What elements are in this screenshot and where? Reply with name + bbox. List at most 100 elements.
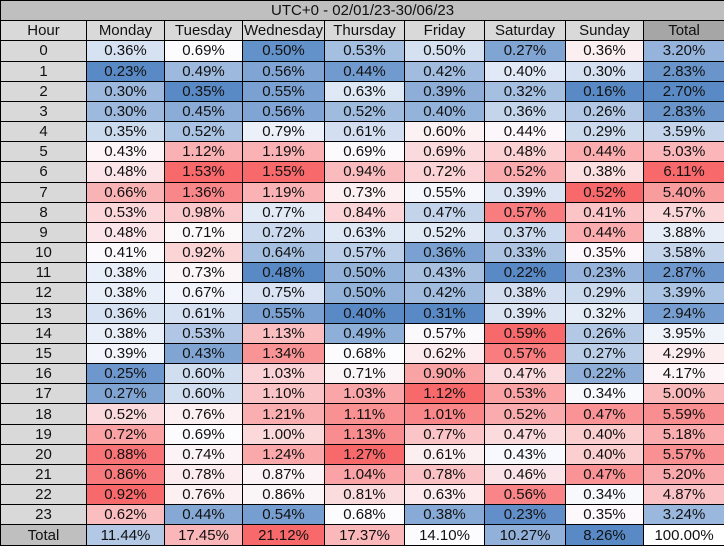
heat-cell: 0.66%: [86, 181, 165, 203]
heat-cell: 0.34%: [565, 383, 644, 405]
heat-cell: 0.56%: [242, 100, 325, 123]
heat-cell: 0.44%: [484, 121, 566, 143]
heat-cell: 1.01%: [404, 403, 485, 425]
heat-cell: 0.48%: [484, 141, 566, 163]
heat-cell: 0.35%: [164, 80, 243, 102]
total-label: Total: [0, 524, 87, 546]
table-title: UTC+0 - 02/01/23-30/06/23: [0, 0, 724, 22]
heat-cell: 0.62%: [86, 504, 165, 526]
heat-cell: 0.36%: [565, 40, 644, 62]
row-total-cell: 2.83%: [642, 60, 724, 82]
heat-cell: 0.68%: [324, 504, 405, 526]
heat-cell: 1.34%: [242, 342, 325, 365]
heat-cell: 0.53%: [484, 383, 566, 405]
heat-cell: 0.69%: [324, 141, 405, 163]
heat-cell: 0.64%: [242, 242, 325, 264]
data-row: 5 0.43% 1.12% 1.19% 0.69% 0.69% 0.48% 0.44% 5.03…: [0, 141, 724, 163]
heat-cell: 1.12%: [164, 141, 243, 163]
hour-label: 7: [0, 181, 87, 203]
heat-cell: 1.13%: [324, 423, 405, 445]
row-total-cell: 3.95%: [642, 322, 724, 344]
heat-cell: 0.56%: [242, 60, 325, 82]
total-cell: 21.12%: [242, 524, 325, 546]
heat-cell: 1.00%: [242, 423, 325, 445]
heat-cell: 0.30%: [86, 100, 165, 123]
heat-cell: 1.36%: [164, 181, 243, 203]
heat-cell: 0.55%: [242, 80, 325, 102]
heat-cell: 0.90%: [404, 363, 485, 385]
heat-cell: 0.81%: [324, 484, 405, 506]
heat-cell: 0.44%: [324, 60, 405, 82]
heat-cell: 0.42%: [404, 282, 485, 304]
heat-cell: 1.13%: [242, 322, 325, 344]
heat-cell: 0.67%: [164, 282, 243, 304]
heat-cell: 0.22%: [565, 363, 644, 385]
heat-cell: 0.77%: [404, 423, 485, 445]
heat-cell: 0.86%: [86, 463, 165, 486]
total-cell: 10.27%: [484, 524, 566, 546]
heat-cell: 0.76%: [164, 484, 243, 506]
data-row: 8 0.53% 0.98% 0.77% 0.84% 0.47% 0.57% 0.41% 4.57…: [0, 201, 724, 223]
heat-cell: 0.53%: [164, 322, 243, 344]
heat-cell: 0.69%: [164, 40, 243, 62]
heat-cell: 0.50%: [242, 40, 325, 62]
heat-cell: 0.61%: [164, 302, 243, 324]
data-row: 11 0.38% 0.73% 0.48% 0.50% 0.43% 0.22% 0.23% 2.8…: [0, 262, 724, 284]
heat-cell: 0.47%: [404, 201, 485, 223]
data-row: 22 0.92% 0.76% 0.86% 0.81% 0.63% 0.56% 0.34% 4.8…: [0, 484, 724, 506]
heat-cell: 0.39%: [484, 181, 566, 203]
heat-cell: 1.04%: [324, 463, 405, 486]
title-row: UTC+0 - 02/01/23-30/06/23: [0, 0, 724, 22]
row-total-cell: 3.39%: [642, 282, 724, 304]
heat-cell: 0.38%: [86, 322, 165, 344]
heat-cell: 0.41%: [86, 242, 165, 264]
hour-label: 18: [0, 403, 87, 425]
heat-cell: 0.44%: [164, 504, 243, 526]
row-total-cell: 5.57%: [642, 443, 724, 465]
row-total-cell: 3.88%: [642, 221, 724, 244]
heat-cell: 0.84%: [324, 201, 405, 223]
hour-label: 3: [0, 100, 87, 123]
column-header: Tuesday: [164, 20, 243, 42]
row-total-cell: 5.20%: [642, 463, 724, 486]
heat-cell: 0.98%: [164, 201, 243, 223]
heat-cell: 0.52%: [484, 161, 566, 183]
heat-cell: 0.43%: [86, 141, 165, 163]
heat-cell: 0.72%: [404, 161, 485, 183]
heat-cell: 0.92%: [164, 242, 243, 264]
hour-label: 6: [0, 161, 87, 183]
column-header: Wednesday: [242, 20, 325, 42]
heat-cell: 0.57%: [324, 242, 405, 264]
heat-cell: 0.63%: [324, 221, 405, 244]
column-header: Hour: [0, 20, 87, 42]
heat-cell: 0.75%: [242, 282, 325, 304]
data-row: 14 0.38% 0.53% 1.13% 0.49% 0.57% 0.59% 0.26% 3.9…: [0, 322, 724, 344]
heat-cell: 0.50%: [324, 282, 405, 304]
heat-cell: 0.42%: [404, 60, 485, 82]
heat-cell: 0.39%: [404, 80, 485, 102]
heat-cell: 0.40%: [484, 60, 566, 82]
heat-cell: 0.38%: [86, 282, 165, 304]
heat-cell: 0.86%: [242, 484, 325, 506]
data-row: 7 0.66% 1.36% 1.19% 0.73% 0.55% 0.39% 0.52% 5.40…: [0, 181, 724, 203]
heat-cell: 0.68%: [324, 342, 405, 365]
heat-cell: 1.24%: [242, 443, 325, 465]
heat-cell: 0.74%: [164, 443, 243, 465]
row-total-cell: 5.03%: [642, 141, 724, 163]
heat-cell: 0.88%: [86, 443, 165, 465]
heat-cell: 0.30%: [565, 60, 644, 82]
hour-label: 23: [0, 504, 87, 526]
hour-label: 17: [0, 383, 87, 405]
heat-cell: 0.27%: [565, 342, 644, 365]
hour-label: 12: [0, 282, 87, 304]
heat-cell: 0.16%: [565, 80, 644, 102]
total-cell: 17.37%: [324, 524, 405, 546]
column-header: Friday: [404, 20, 485, 42]
heat-cell: 0.49%: [324, 322, 405, 344]
heat-cell: 0.35%: [86, 121, 165, 143]
heat-cell: 0.57%: [404, 322, 485, 344]
heat-cell: 0.55%: [404, 181, 485, 203]
heat-cell: 1.55%: [242, 161, 325, 183]
hour-label: 16: [0, 363, 87, 385]
